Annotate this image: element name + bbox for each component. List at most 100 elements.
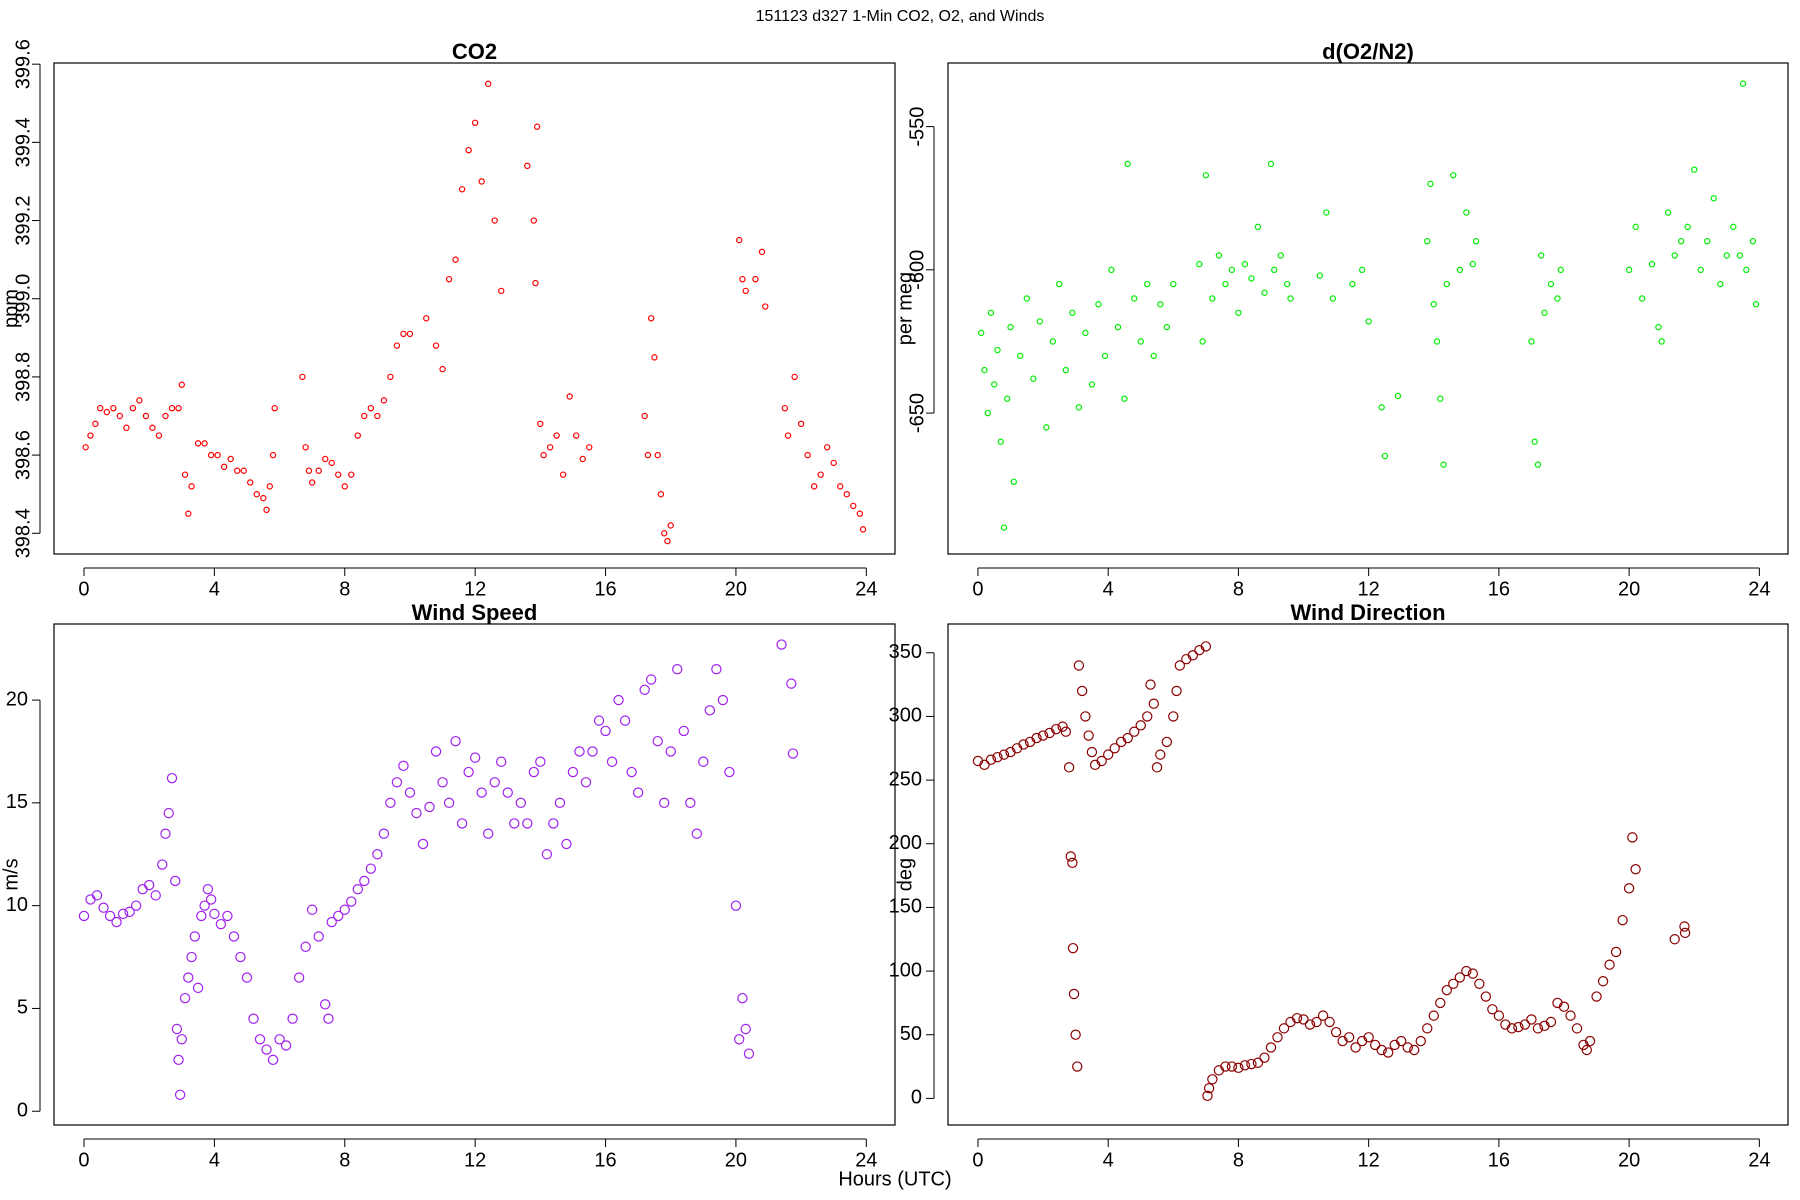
point [522,818,533,829]
point [1469,260,1477,268]
point [91,890,103,901]
point [559,471,567,478]
point [1604,959,1615,970]
point [1277,252,1284,259]
point [104,910,116,922]
x-tick-label: 8 [1233,578,1244,600]
y-tick-label: -550 [906,107,928,147]
point [804,451,811,459]
point [1349,280,1356,288]
point [1248,275,1255,282]
point [1252,1057,1264,1068]
point [1233,1062,1244,1074]
point [111,916,122,928]
point [1648,260,1656,268]
y-tick-label: -600 [906,250,928,290]
x-tick-label: 8 [339,578,350,600]
point [1743,266,1750,274]
point [1174,660,1186,671]
point [1050,723,1062,735]
y-tick-label: 0 [911,1087,922,1109]
x-tick-label: 24 [1748,1149,1770,1171]
point [1493,1010,1505,1021]
point [1010,478,1017,486]
point [981,366,988,374]
point [537,420,544,428]
point [817,471,824,478]
point [458,186,466,193]
point [202,883,214,895]
point [484,80,492,87]
point [352,883,364,895]
point [573,432,580,439]
point [1202,1090,1213,1102]
point [280,1040,292,1051]
point [1168,711,1179,722]
point [1171,685,1182,697]
point [1121,395,1128,402]
point [1215,252,1223,259]
y-tick-label: 398.6 [12,430,34,480]
point [110,404,117,412]
point [300,941,311,952]
point [430,746,442,757]
point [1129,726,1140,737]
figure-title: 151123 d327 1-Min CO2, O2, and Winds [756,8,1045,25]
point [423,315,430,322]
x-axis-label: Hours (UTC) [838,1168,951,1190]
point [173,1054,184,1066]
point [178,381,185,388]
point [496,756,507,767]
point [1161,736,1172,748]
point [678,725,689,737]
point [1440,461,1447,468]
point [1108,266,1115,274]
x-tick-label: 4 [1103,578,1114,600]
x-tick-label: 16 [594,578,616,600]
point [385,797,396,809]
point [469,752,481,763]
point [1246,1058,1257,1070]
point [1101,352,1109,359]
point [1036,318,1044,325]
point [580,777,592,788]
x-tick-label: 20 [1618,1149,1640,1171]
point [335,471,342,478]
point [730,900,742,911]
point [1102,749,1114,760]
point [411,807,422,819]
point [1638,295,1646,302]
point [1163,323,1170,331]
point [179,992,191,1004]
y-tick-label: 398.8 [12,352,34,402]
point [293,972,305,983]
point [704,705,716,716]
point [574,746,585,757]
y-tick-label: 100 [889,959,922,981]
point [859,526,867,533]
point [1311,1016,1322,1028]
point [1088,381,1096,388]
point [1739,80,1747,87]
point [762,303,769,310]
x-tick-label: 24 [1748,578,1770,600]
point [1428,1010,1439,1021]
point [1076,685,1088,697]
point [1083,730,1094,741]
point [117,908,129,920]
point [82,444,89,451]
point [717,694,729,706]
point [137,883,148,895]
point [97,404,104,412]
point [1450,172,1457,179]
point [735,236,743,244]
point [1581,1044,1592,1056]
point [380,397,388,404]
point [1018,739,1029,750]
point [647,315,655,322]
y-tick-label: 10 [6,894,28,916]
point [476,787,487,798]
point [417,838,429,850]
point [354,432,362,439]
y-tick-label: 398.4 [12,508,34,558]
